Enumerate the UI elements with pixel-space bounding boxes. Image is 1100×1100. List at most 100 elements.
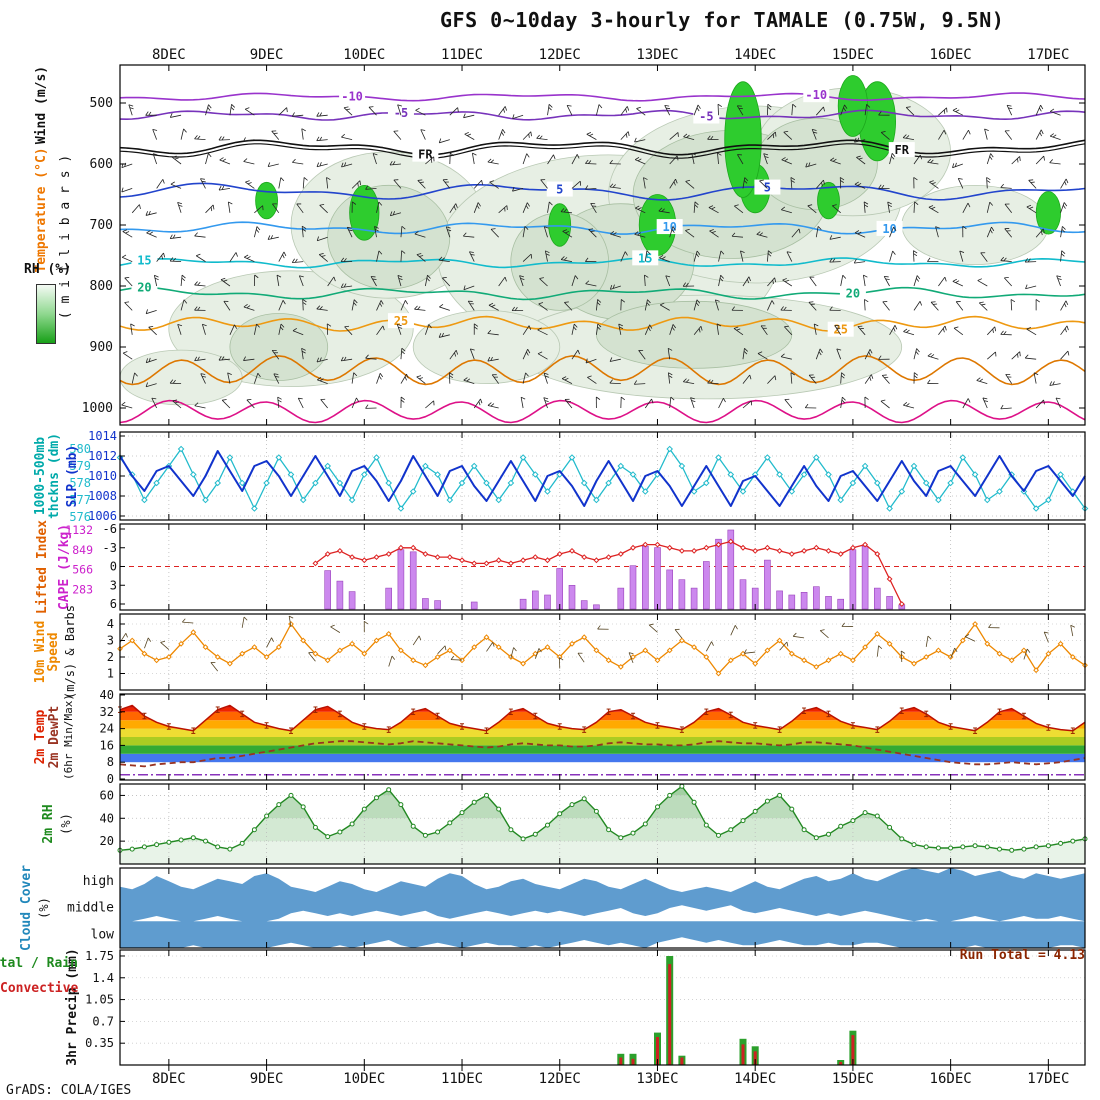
svg-text:low: low [91, 927, 115, 942]
svg-text:thckns (dm): thckns (dm) [47, 433, 62, 519]
svg-text:849: 849 [72, 543, 93, 557]
svg-text:2: 2 [107, 650, 114, 664]
svg-text:6: 6 [110, 597, 117, 611]
wind-speed-line [119, 623, 1086, 675]
svg-text:15DEC: 15DEC [832, 47, 874, 63]
svg-text:16DEC: 16DEC [930, 47, 972, 63]
svg-text:8DEC: 8DEC [152, 47, 186, 63]
svg-text:11DEC: 11DEC [441, 47, 483, 63]
wind10m-panel: 1 2 3 4 [107, 613, 1088, 691]
slp-thickness-panel: 1014 1012 1010 1008 1006 580 579 578 577 576 [69, 429, 1089, 524]
thickness-line [119, 448, 1086, 510]
svg-text:4: 4 [107, 617, 114, 631]
svg-text:283: 283 [72, 582, 93, 596]
axis-labels: Wind (m/s) Temperature (°C) ( m i l l i b … [19, 66, 80, 1066]
temp-dewpt-panel: 0 8 16 24 32 40 [100, 688, 1086, 786]
svg-text:middle: middle [67, 901, 114, 916]
svg-text:3: 3 [110, 578, 117, 592]
svg-text:1: 1 [107, 667, 114, 681]
svg-text:SLP (mb): SLP (mb) [65, 445, 80, 508]
svg-text:-5: -5 [699, 109, 713, 123]
cloud-high [120, 868, 1085, 892]
svg-text:(m/s) & Barbs: (m/s) & Barbs [63, 605, 77, 699]
svg-text:20: 20 [846, 287, 860, 301]
svg-text:17DEC: 17DEC [1027, 1071, 1069, 1087]
rh-colorbar [36, 284, 56, 344]
svg-text:9DEC: 9DEC [250, 1071, 284, 1087]
svg-text:700: 700 [90, 218, 113, 233]
svg-text:24: 24 [100, 722, 114, 736]
svg-text:0.7: 0.7 [92, 1014, 114, 1028]
svg-text:40: 40 [100, 688, 114, 702]
rh-colorbar-label: RH (%) [24, 262, 71, 277]
svg-text:566: 566 [72, 563, 93, 577]
svg-text:9DEC: 9DEC [250, 47, 284, 63]
svg-text:1000-500mb: 1000-500mb [33, 437, 48, 515]
svg-text:577: 577 [69, 493, 91, 507]
svg-text:14DEC: 14DEC [734, 1071, 776, 1087]
svg-text:580: 580 [69, 442, 91, 456]
svg-text:1.05: 1.05 [85, 993, 114, 1007]
svg-text:FR: FR [895, 143, 910, 157]
svg-text:Cloud Cover: Cloud Cover [19, 865, 34, 951]
svg-text:12DEC: 12DEC [539, 1071, 581, 1087]
svg-text:900: 900 [90, 340, 113, 355]
svg-text:1010: 1010 [88, 469, 117, 483]
svg-text:25: 25 [394, 314, 408, 328]
svg-text:0: 0 [110, 560, 117, 574]
svg-text:-6: -6 [103, 522, 117, 536]
svg-text:12DEC: 12DEC [539, 47, 581, 63]
cape-li-panel: 1132 849 566 283 -6 -3 0 3 6 [65, 522, 1086, 611]
svg-text:3: 3 [107, 634, 114, 648]
svg-text:-10: -10 [805, 88, 827, 102]
temp2m-line [119, 704, 1086, 732]
svg-text:-3: -3 [103, 541, 117, 555]
legend-total-rain: Total / Rain [0, 956, 78, 971]
isotherm-25 [120, 315, 1085, 332]
svg-text:15: 15 [137, 253, 151, 267]
svg-text:10: 10 [882, 222, 896, 236]
svg-text:2m Temp: 2m Temp [33, 709, 48, 764]
svg-text:10DEC: 10DEC [343, 47, 385, 63]
svg-text:500: 500 [90, 96, 113, 111]
svg-text:32: 32 [100, 705, 114, 719]
svg-text:1008: 1008 [88, 489, 117, 503]
svg-text:1.4: 1.4 [92, 971, 114, 985]
svg-text:8: 8 [107, 755, 114, 769]
svg-text:25: 25 [833, 323, 847, 337]
svg-text:2m DewPt: 2m DewPt [47, 706, 62, 769]
svg-text:Wind (m/s): Wind (m/s) [34, 66, 49, 144]
svg-text:(%): (%) [37, 897, 51, 919]
svg-text:16DEC: 16DEC [930, 1071, 972, 1087]
svg-text:600: 600 [90, 157, 113, 172]
svg-text:1014: 1014 [88, 429, 117, 443]
cloud-middle [120, 905, 1085, 922]
svg-text:576: 576 [69, 510, 91, 524]
svg-text:10m Wind: 10m Wind [33, 621, 48, 684]
svg-text:20: 20 [137, 280, 151, 294]
svg-text:2m RH: 2m RH [41, 804, 56, 843]
svg-text:(%): (%) [59, 813, 73, 835]
isotherm-15 [120, 257, 1085, 269]
svg-text:8DEC: 8DEC [152, 1071, 186, 1087]
svg-text:20: 20 [100, 834, 114, 848]
svg-text:(6hr Min/Max): (6hr Min/Max) [62, 694, 75, 780]
svg-text:579: 579 [69, 459, 91, 473]
svg-text:Temperature (°C): Temperature (°C) [34, 147, 49, 272]
grads-credit: GrADS: COLA/IGES [6, 1083, 132, 1098]
svg-text:5: 5 [764, 181, 771, 195]
legend-convective: Convective [0, 981, 79, 996]
svg-text:CAPE (J/kg): CAPE (J/kg) [57, 524, 72, 610]
svg-text:1006: 1006 [88, 509, 117, 523]
chart-title: GFS 0~10day 3-hourly for TAMALE (0.75W, … [440, 8, 1005, 32]
cloud-low [120, 937, 1085, 948]
svg-text:Lifted Index: Lifted Index [35, 520, 50, 614]
svg-text:0: 0 [107, 772, 114, 786]
svg-text:40: 40 [100, 811, 114, 825]
svg-text:15DEC: 15DEC [832, 1071, 874, 1087]
svg-text:800: 800 [90, 279, 113, 294]
dewpt2m-line [119, 740, 1086, 768]
isotherm-aux [120, 355, 1085, 386]
